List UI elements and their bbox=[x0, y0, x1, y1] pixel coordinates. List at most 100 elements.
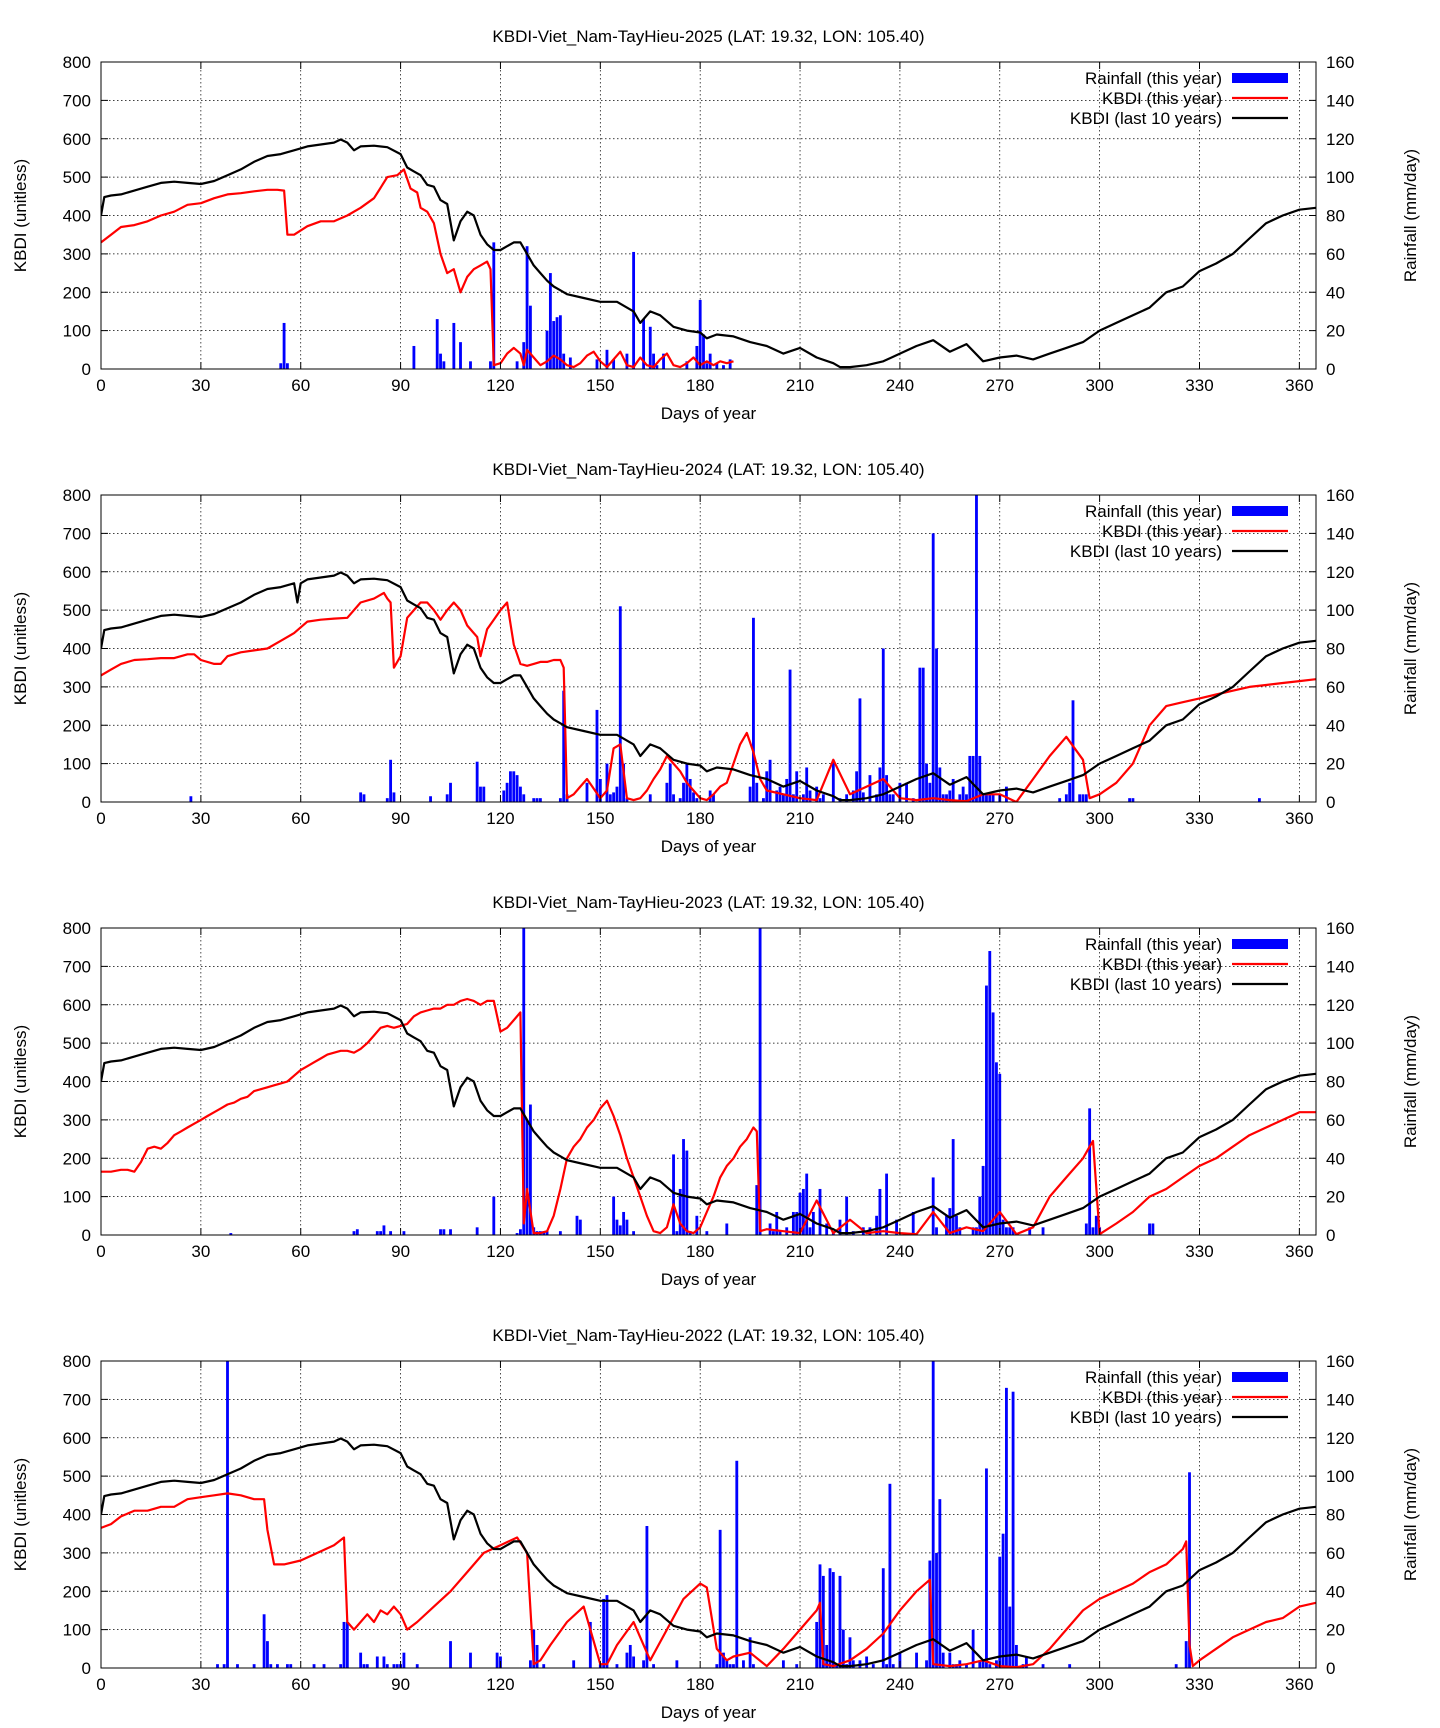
rainfall-bar bbox=[545, 1231, 549, 1235]
rainfall-bar bbox=[342, 1621, 346, 1668]
rainfall-bar bbox=[1078, 794, 1082, 802]
y-left-tick-label: 700 bbox=[63, 524, 91, 543]
rainfall-bar bbox=[528, 305, 532, 369]
rainfall-bar bbox=[548, 273, 552, 369]
x-tick-label: 30 bbox=[191, 376, 210, 395]
rainfall-bar bbox=[948, 1208, 952, 1235]
rainfall-bar bbox=[685, 361, 689, 369]
rainfall-bar bbox=[285, 1664, 289, 1668]
x-tick-label: 0 bbox=[96, 1242, 105, 1261]
y-left-tick-label: 0 bbox=[82, 793, 91, 812]
rainfall-bar bbox=[975, 1227, 978, 1235]
rainfall-bar bbox=[632, 1231, 636, 1235]
rainfall-bar bbox=[971, 1227, 975, 1235]
legend-label: Rainfall (this year) bbox=[1085, 502, 1222, 521]
rainfall-bar bbox=[895, 1219, 898, 1235]
plot-area bbox=[101, 928, 1316, 1235]
rainfall-bar bbox=[1257, 798, 1261, 802]
rainfall-bar bbox=[988, 951, 992, 1235]
y-left-axis-label: KBDI (unitless) bbox=[11, 1025, 30, 1138]
rainfall-bar bbox=[985, 794, 988, 802]
rainfall-bar bbox=[439, 353, 442, 369]
rainfall-bar bbox=[1071, 700, 1075, 802]
y-right-tick-label: 40 bbox=[1326, 1582, 1345, 1601]
x-tick-label: 300 bbox=[1085, 1242, 1113, 1261]
rainfall-bar bbox=[845, 794, 849, 802]
y-right-tick-label: 40 bbox=[1326, 716, 1345, 735]
rainfall-bar bbox=[359, 1652, 363, 1668]
rainfall-bar bbox=[925, 763, 928, 802]
x-tick-label: 90 bbox=[391, 809, 410, 828]
rainfall-bar bbox=[695, 345, 699, 369]
rainfall-bar bbox=[558, 798, 562, 802]
rainfall-bar bbox=[279, 363, 283, 369]
x-tick-label: 330 bbox=[1185, 376, 1213, 395]
rainfall-bar bbox=[788, 669, 792, 802]
legend-label: Rainfall (this year) bbox=[1085, 69, 1222, 88]
y-right-axis-label: Rainfall (mm/day) bbox=[1401, 582, 1420, 715]
rainfall-bar bbox=[612, 359, 616, 369]
rainfall-bar bbox=[1148, 1223, 1151, 1235]
legend-label: KBDI (this year) bbox=[1102, 89, 1222, 108]
rainfall-bar bbox=[855, 771, 859, 802]
legend-label: KBDI (last 10 years) bbox=[1070, 542, 1222, 561]
y-right-tick-label: 0 bbox=[1326, 1226, 1335, 1245]
rainfall-bar bbox=[528, 1104, 532, 1235]
chart-title: KBDI-Viet_Nam-TayHieu-2025 (LAT: 19.32, … bbox=[492, 27, 924, 46]
rainfall-bar bbox=[285, 363, 289, 369]
rainfall-bar bbox=[1068, 1664, 1072, 1668]
rainfall-bar bbox=[891, 794, 895, 802]
y-left-tick-label: 400 bbox=[63, 640, 91, 659]
rainfall-bar bbox=[728, 359, 732, 369]
rainfall-bar bbox=[981, 1660, 985, 1668]
y-left-tick-label: 200 bbox=[63, 716, 91, 735]
rainfall-bar bbox=[781, 1660, 785, 1668]
kbdi-chart-3: KBDI-Viet_Nam-TayHieu-2022 (LAT: 19.32, … bbox=[11, 1326, 1420, 1722]
x-tick-label: 240 bbox=[886, 1675, 914, 1694]
rainfall-bar bbox=[935, 648, 938, 802]
x-tick-label: 120 bbox=[486, 1242, 514, 1261]
y-right-tick-label: 60 bbox=[1326, 1544, 1345, 1563]
rainfall-bar bbox=[339, 1664, 343, 1668]
y-left-tick-label: 500 bbox=[63, 1034, 91, 1053]
rainfall-bar bbox=[1068, 782, 1072, 802]
rainfall-bar bbox=[978, 1660, 982, 1668]
kbdi-this-year-line bbox=[101, 168, 734, 369]
rainfall-bar bbox=[911, 1211, 915, 1235]
y-right-tick-label: 80 bbox=[1326, 640, 1345, 659]
y-left-tick-label: 500 bbox=[63, 601, 91, 620]
rainfall-bar bbox=[266, 1641, 269, 1668]
x-tick-label: 270 bbox=[986, 376, 1014, 395]
y-left-tick-label: 0 bbox=[82, 360, 91, 379]
y-right-tick-label: 40 bbox=[1326, 1149, 1345, 1168]
rainfall-bar bbox=[495, 1652, 499, 1668]
y-right-tick-label: 140 bbox=[1326, 524, 1354, 543]
rainfall-bar bbox=[595, 359, 599, 369]
rainfall-bar bbox=[752, 1664, 755, 1668]
rainfall-bar bbox=[562, 690, 566, 802]
rainfall-bar bbox=[1091, 1227, 1095, 1235]
y-right-tick-label: 80 bbox=[1326, 1506, 1345, 1525]
x-tick-label: 360 bbox=[1285, 809, 1313, 828]
rainfall-bar bbox=[439, 1229, 442, 1235]
rainfall-bar bbox=[791, 794, 795, 802]
rainfall-bar bbox=[718, 1529, 722, 1668]
legend: Rainfall (this year)KBDI (this year)KBDI… bbox=[1070, 502, 1288, 561]
x-tick-label: 150 bbox=[586, 1675, 614, 1694]
x-tick-label: 210 bbox=[786, 376, 814, 395]
x-tick-label: 0 bbox=[96, 809, 105, 828]
rainfall-bar bbox=[236, 1664, 239, 1668]
rainfall-bar bbox=[845, 1196, 849, 1235]
rainfall-bar bbox=[395, 1664, 399, 1668]
rainfall-bar bbox=[808, 1227, 812, 1235]
rainfall-bar bbox=[459, 342, 462, 369]
rainfall-bar bbox=[492, 1196, 496, 1235]
rainfall-bar bbox=[758, 928, 762, 1235]
x-tick-label: 90 bbox=[391, 376, 410, 395]
rainfall-bar bbox=[469, 1652, 472, 1668]
x-tick-label: 180 bbox=[686, 376, 714, 395]
rainfall-bar bbox=[535, 1644, 539, 1668]
rainfall-bar bbox=[625, 353, 629, 369]
rainfall-bar bbox=[831, 759, 835, 802]
